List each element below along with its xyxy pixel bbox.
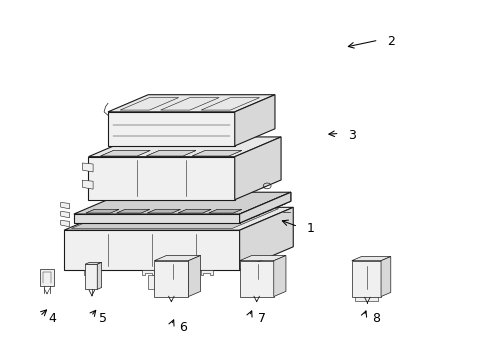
Polygon shape bbox=[64, 207, 293, 230]
Text: 2: 2 bbox=[386, 35, 394, 49]
Text: 8: 8 bbox=[371, 311, 379, 325]
Polygon shape bbox=[188, 256, 200, 297]
Polygon shape bbox=[208, 210, 242, 213]
Polygon shape bbox=[85, 262, 102, 264]
Polygon shape bbox=[154, 261, 188, 297]
Polygon shape bbox=[380, 257, 390, 297]
Text: 4: 4 bbox=[48, 311, 56, 325]
Polygon shape bbox=[97, 262, 102, 289]
Polygon shape bbox=[117, 210, 149, 213]
Polygon shape bbox=[154, 256, 200, 261]
Polygon shape bbox=[201, 98, 259, 110]
Polygon shape bbox=[61, 211, 69, 218]
Polygon shape bbox=[273, 256, 285, 297]
Polygon shape bbox=[61, 202, 69, 209]
Polygon shape bbox=[239, 207, 293, 270]
Polygon shape bbox=[147, 210, 180, 213]
Polygon shape bbox=[88, 157, 234, 200]
Polygon shape bbox=[239, 192, 290, 223]
Polygon shape bbox=[239, 192, 290, 223]
Polygon shape bbox=[85, 264, 97, 289]
Polygon shape bbox=[88, 137, 281, 157]
Polygon shape bbox=[74, 214, 239, 223]
Polygon shape bbox=[146, 150, 196, 156]
Polygon shape bbox=[82, 163, 93, 172]
Text: 6: 6 bbox=[179, 320, 187, 333]
Polygon shape bbox=[178, 210, 211, 213]
Text: 7: 7 bbox=[257, 311, 265, 325]
Polygon shape bbox=[239, 256, 285, 261]
Text: 3: 3 bbox=[347, 129, 355, 142]
Polygon shape bbox=[351, 261, 380, 297]
Polygon shape bbox=[83, 270, 96, 275]
Polygon shape bbox=[120, 98, 178, 110]
Polygon shape bbox=[234, 137, 281, 200]
Polygon shape bbox=[160, 98, 219, 110]
Polygon shape bbox=[147, 210, 180, 213]
Polygon shape bbox=[108, 95, 274, 112]
Polygon shape bbox=[208, 210, 242, 213]
Polygon shape bbox=[178, 210, 211, 213]
Polygon shape bbox=[142, 270, 154, 275]
Text: 5: 5 bbox=[99, 311, 107, 325]
Polygon shape bbox=[117, 210, 149, 213]
Polygon shape bbox=[86, 210, 119, 213]
Polygon shape bbox=[354, 297, 377, 301]
Text: 1: 1 bbox=[306, 222, 314, 235]
Polygon shape bbox=[82, 180, 93, 189]
Polygon shape bbox=[239, 261, 273, 297]
Bar bbox=[40, 270, 54, 286]
Polygon shape bbox=[64, 230, 239, 270]
Polygon shape bbox=[200, 270, 212, 275]
Polygon shape bbox=[71, 209, 278, 228]
Polygon shape bbox=[148, 275, 154, 289]
Polygon shape bbox=[234, 95, 274, 146]
Polygon shape bbox=[101, 150, 150, 156]
Polygon shape bbox=[108, 112, 234, 146]
Polygon shape bbox=[192, 150, 242, 156]
Polygon shape bbox=[74, 192, 290, 214]
Polygon shape bbox=[61, 220, 69, 227]
Polygon shape bbox=[146, 150, 196, 156]
Polygon shape bbox=[86, 210, 119, 213]
Polygon shape bbox=[101, 150, 150, 156]
Polygon shape bbox=[192, 150, 242, 156]
Polygon shape bbox=[351, 257, 390, 261]
